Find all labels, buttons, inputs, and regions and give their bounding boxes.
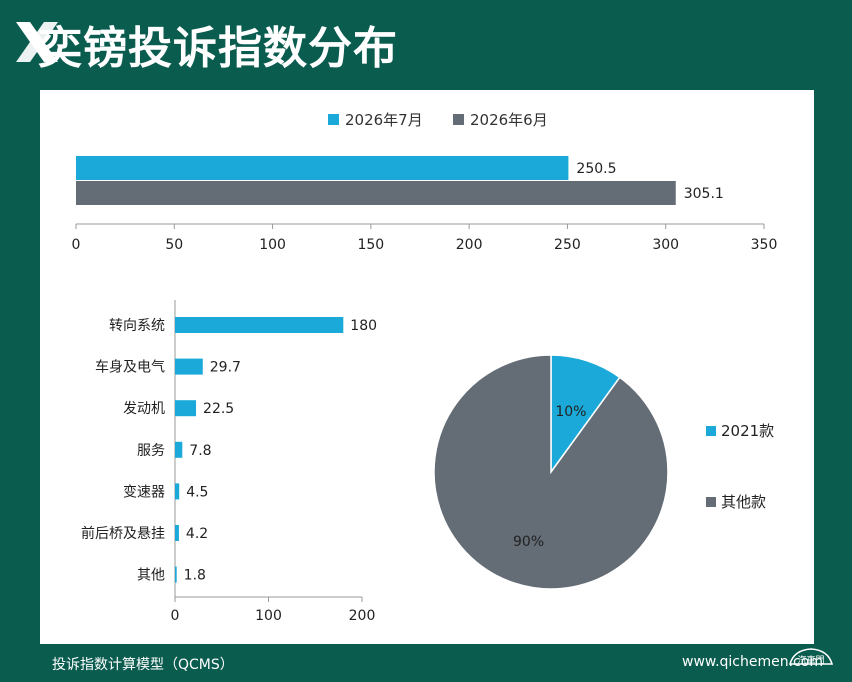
category-bar-2 [175, 358, 203, 375]
month-x-tick-300: 300 [652, 237, 679, 253]
month-x-tick-150: 150 [357, 237, 384, 253]
category-value-label-2: 29.7 [210, 360, 241, 376]
page-title: 奕镑投诉指数分布 [38, 23, 398, 74]
category-label-4: 服务 [137, 443, 165, 459]
chart-panel: 2026年7月 2026年6月 250.5 305.1 0 50 100 150 200 250 3… [40, 90, 814, 644]
category-label-7: 其他 [137, 568, 165, 584]
month-bar-label-1: 250.5 [576, 161, 616, 177]
chart-canvas: 2026年7月 2026年6月 250.5 305.1 0 50 100 150 200 250 3… [72, 111, 778, 624]
category-bar-1 [175, 317, 344, 333]
month-bar-1 [76, 156, 569, 180]
legend-label-2: 2026年6月 [470, 111, 548, 129]
month-x-tick-50: 50 [165, 237, 183, 253]
category-bar-6 [175, 525, 179, 541]
pie-legend-label-2: 其他款 [721, 493, 766, 511]
category-bar-5 [175, 483, 180, 500]
category-label-6: 前后桥及悬挂 [81, 525, 165, 542]
pie-legend-swatch-1 [706, 426, 716, 436]
category-value-label-1: 180 [350, 318, 377, 334]
pie-slice-label-2: 90% [513, 534, 544, 550]
month-x-tick-350: 350 [751, 237, 778, 253]
month-bar-2 [76, 181, 676, 205]
category-bar-3 [175, 400, 197, 417]
category-label-1: 转向系统 [109, 318, 165, 334]
x-logo-icon [16, 22, 58, 62]
category-label-3: 发动机 [123, 401, 165, 417]
legend-label-1: 2026年7月 [345, 111, 423, 129]
pie-legend-label-1: 2021款 [721, 422, 774, 440]
category-label-5: 变速器 [123, 484, 165, 500]
category-value-label-7: 1.8 [184, 568, 206, 584]
legend-swatch-1 [328, 114, 339, 125]
month-x-tick-250: 250 [554, 237, 581, 253]
title-row: 奕镑投诉指数分布 [0, 0, 852, 88]
pie-slice-1 [550, 354, 621, 475]
category-bar-4 [175, 441, 183, 458]
category-value-label-6: 4.2 [186, 526, 208, 542]
category-value-label-5: 4.5 [186, 484, 208, 500]
pie-legend-swatch-2 [706, 497, 716, 507]
month-x-tick-100: 100 [259, 237, 286, 253]
month-x-tick-0: 0 [72, 237, 81, 253]
footer-website-link[interactable]: www.qichemen.com [682, 654, 823, 670]
category-value-label-3: 22.5 [203, 401, 234, 417]
category-label-2: 车身及电气 [95, 359, 165, 376]
category-value-label-4: 7.8 [189, 443, 211, 459]
month-x-tick-200: 200 [456, 237, 483, 253]
pie-slice-2 [433, 354, 669, 590]
category-x-tick-200: 200 [349, 608, 376, 624]
category-x-tick-0: 0 [171, 608, 180, 624]
category-bar-7 [175, 566, 177, 583]
category-x-tick-100: 100 [255, 608, 282, 624]
footer-model-label: 投诉指数计算模型（QCMS） [52, 657, 234, 673]
legend-swatch-2 [453, 114, 464, 125]
brand-car-icon: 汽車門 [788, 648, 834, 666]
pie-slice-label-1: 10% [555, 404, 586, 420]
month-bar-label-2: 305.1 [684, 186, 724, 202]
brand-mark-text: 汽車門 [797, 654, 824, 666]
